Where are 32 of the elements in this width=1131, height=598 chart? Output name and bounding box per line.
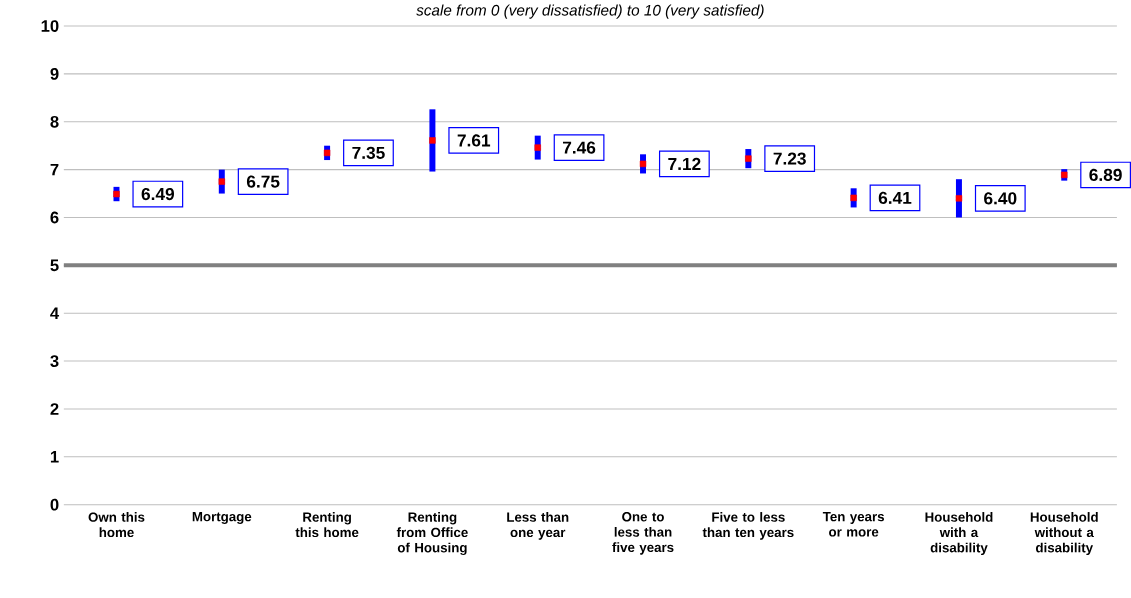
x-tick-label: Five to less than ten years xyxy=(702,512,794,540)
data-label: 7.35 xyxy=(352,146,385,160)
x-tick-label: Less than one year xyxy=(507,512,569,540)
x-tick-label: Ten years or more xyxy=(822,512,885,537)
data-label: 7.61 xyxy=(457,134,491,147)
x-tick-label: Own this home xyxy=(88,512,145,538)
y-tick-label: 10 xyxy=(41,20,59,33)
data-label: 6.75 xyxy=(246,175,280,188)
data-label: 7.46 xyxy=(563,141,596,154)
y-tick-label: 3 xyxy=(50,355,59,368)
data-label: 6.89 xyxy=(1089,168,1122,182)
y-tick-label: 6 xyxy=(50,211,59,224)
y-tick-label: 0 xyxy=(50,498,59,511)
data-label: 6.49 xyxy=(141,188,175,201)
y-tick-label: 2 xyxy=(50,403,59,415)
y-tick-label: 9 xyxy=(50,68,59,80)
x-tick-label: Household without a disability xyxy=(1030,512,1098,556)
x-tick-label: Renting from Office of Housing xyxy=(396,512,468,556)
y-tick-label: 7 xyxy=(50,164,59,176)
y-tick-label: 1 xyxy=(50,451,59,463)
y-tick-label: 4 xyxy=(50,307,60,320)
y-tick-label: 8 xyxy=(50,116,59,128)
chart-subtitle: scale from 0 (very dissatisfied) to 10 (very satisfied) xyxy=(416,4,764,19)
x-tick-label: One to less than five years xyxy=(612,512,674,555)
data-label: 6.40 xyxy=(984,192,1017,205)
data-label: 7.12 xyxy=(668,157,701,171)
x-tick-label: Renting this home xyxy=(295,512,359,538)
data-label: 7.23 xyxy=(773,152,806,165)
x-tick-label: Mortgage xyxy=(192,512,252,525)
data-label: 6.41 xyxy=(878,191,912,205)
y-tick-label: 5 xyxy=(50,259,59,272)
x-tick-label: Household with a disability xyxy=(925,512,993,556)
